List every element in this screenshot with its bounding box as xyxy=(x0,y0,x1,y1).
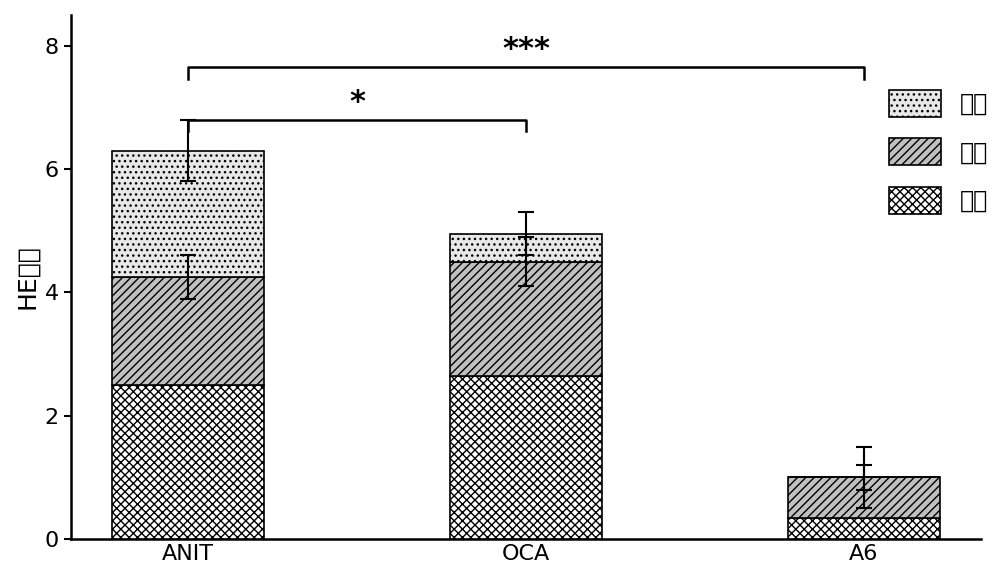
Bar xyxy=(112,385,264,539)
Bar xyxy=(788,478,940,518)
Bar xyxy=(112,151,264,277)
Text: ***: *** xyxy=(502,35,550,64)
Bar xyxy=(788,518,940,539)
Bar xyxy=(450,376,602,539)
Bar xyxy=(112,277,264,385)
Bar xyxy=(450,262,602,376)
Y-axis label: HE评分: HE评分 xyxy=(15,245,39,309)
Text: *: * xyxy=(349,88,365,117)
Bar xyxy=(450,234,602,262)
Legend: 出血, 炎症, 坏死: 出血, 炎症, 坏死 xyxy=(889,90,988,214)
